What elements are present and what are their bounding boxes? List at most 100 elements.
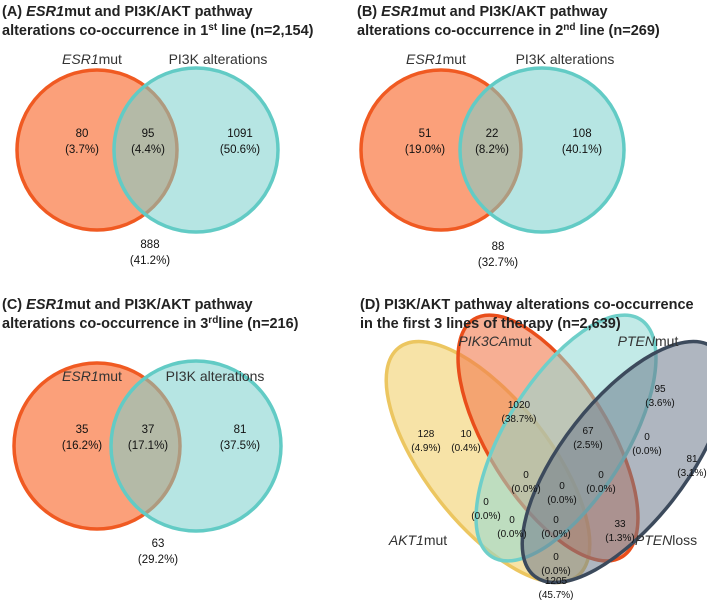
region-percent: (41.2%) bbox=[130, 255, 170, 267]
text-run: mut bbox=[655, 333, 678, 349]
rich-text: (C) ESR1mut and PI3K/AKT pathway bbox=[2, 297, 253, 313]
text-run: (A) bbox=[2, 4, 26, 20]
region-count: 88 bbox=[492, 241, 505, 253]
rich-text: (B) ESR1mut and PI3K/AKT pathway bbox=[357, 4, 608, 20]
text-run: alterations co-occurrence in 1 bbox=[2, 23, 208, 39]
set-label: ESR1mut bbox=[62, 368, 122, 384]
region-count: 128 bbox=[418, 429, 435, 440]
region-count: 95 bbox=[142, 128, 155, 140]
set-label: ESR1mut bbox=[62, 51, 122, 67]
region-count: 80 bbox=[76, 128, 89, 140]
region-percent: (37.5%) bbox=[220, 440, 260, 452]
region-count: 10 bbox=[460, 429, 472, 440]
text-run: PI3K alterations bbox=[169, 51, 268, 67]
region-count: 0 bbox=[559, 481, 565, 492]
text-run: rd bbox=[208, 315, 218, 326]
region-percent: (17.1%) bbox=[128, 440, 168, 452]
region-percent: (0.0%) bbox=[497, 529, 526, 540]
set-label: PI3K alterations bbox=[169, 51, 268, 67]
text-run: mut bbox=[508, 333, 531, 349]
region-percent: (45.7%) bbox=[538, 590, 573, 601]
region-count: 1020 bbox=[508, 400, 531, 411]
region-percent: (4.9%) bbox=[411, 443, 440, 454]
text-run: mut and PI3K/AKT pathway bbox=[64, 297, 253, 313]
text-run: ESR1 bbox=[26, 297, 64, 313]
region-percent: (19.0%) bbox=[405, 144, 445, 156]
region-percent: (38.7%) bbox=[501, 414, 536, 425]
text-run: mut bbox=[99, 368, 122, 384]
rich-text: alterations co-occurrence in 1st line (n… bbox=[2, 22, 314, 40]
text-run: st bbox=[208, 22, 218, 33]
set-ellipse bbox=[520, 339, 707, 585]
region-percent: (0.4%) bbox=[451, 443, 480, 454]
region-percent: (1.3%) bbox=[605, 533, 634, 544]
region-percent: (3.6%) bbox=[645, 398, 674, 409]
text-run: in the first 3 lines of therapy (n=2,639… bbox=[360, 316, 621, 332]
text-run: line (n=2,154) bbox=[217, 23, 313, 39]
region-count: 1091 bbox=[227, 128, 253, 140]
rich-text: alterations co-occurrence in 2nd line (n… bbox=[357, 22, 660, 40]
region-percent: (0.0%) bbox=[547, 495, 576, 506]
text-run: nd bbox=[563, 22, 575, 33]
region-count: 81 bbox=[234, 424, 247, 436]
set-label: PTENmut bbox=[618, 333, 679, 349]
text-run: PI3K alterations bbox=[516, 51, 615, 67]
text-run: PTEN bbox=[618, 333, 656, 349]
text-run: ESR1 bbox=[406, 51, 443, 67]
region-count: 0 bbox=[644, 432, 650, 443]
set-label: ESR1mut bbox=[406, 51, 466, 67]
region-percent: (8.2%) bbox=[475, 144, 509, 156]
region-count: 22 bbox=[486, 128, 499, 140]
text-run: mut bbox=[424, 532, 447, 548]
region-percent: (50.6%) bbox=[220, 144, 260, 156]
region-percent: (32.7%) bbox=[478, 257, 518, 269]
region-percent: (0.0%) bbox=[541, 566, 570, 577]
region-percent: (16.2%) bbox=[62, 440, 102, 452]
region-count: 1205 bbox=[545, 576, 568, 587]
region-count: 35 bbox=[76, 424, 89, 436]
text-run: (D) PI3K/AKT pathway alterations co-occu… bbox=[360, 297, 694, 313]
region-percent: (4.4%) bbox=[131, 144, 165, 156]
rich-text: (D) PI3K/AKT pathway alterations co-occu… bbox=[360, 297, 694, 313]
text-run: alterations co-occurrence in 3 bbox=[2, 316, 208, 332]
region-count: 67 bbox=[582, 426, 594, 437]
text-run: loss bbox=[672, 532, 697, 548]
text-run: line (n=269) bbox=[576, 23, 660, 39]
region-percent: (0.0%) bbox=[511, 484, 540, 495]
set-label: PTENloss bbox=[635, 532, 697, 548]
region-count: 888 bbox=[140, 239, 159, 251]
text-run: (C) bbox=[2, 297, 26, 313]
set-label: PI3K alterations bbox=[166, 368, 265, 384]
rich-text: in the first 3 lines of therapy (n=2,639… bbox=[360, 316, 621, 332]
region-count: 81 bbox=[686, 454, 698, 465]
region-percent: (3.1%) bbox=[677, 468, 706, 479]
region-count: 0 bbox=[553, 515, 559, 526]
region-percent: (2.5%) bbox=[573, 440, 602, 451]
rich-text: alterations co-occurrence in 3rdline (n=… bbox=[2, 315, 299, 333]
set-circle bbox=[458, 66, 626, 234]
region-count: 108 bbox=[572, 128, 591, 140]
text-run: ESR1 bbox=[62, 368, 99, 384]
region-percent: (3.7%) bbox=[65, 144, 99, 156]
text-run: mut bbox=[443, 51, 466, 67]
text-run: ESR1 bbox=[62, 51, 99, 67]
text-run: ESR1 bbox=[381, 4, 419, 20]
region-percent: (40.1%) bbox=[562, 144, 602, 156]
region-percent: (0.0%) bbox=[541, 529, 570, 540]
text-run: mut bbox=[99, 51, 122, 67]
text-run: mut and PI3K/AKT pathway bbox=[64, 4, 253, 20]
set-circle bbox=[109, 359, 283, 533]
text-run: (B) bbox=[357, 4, 381, 20]
set-label: AKT1mut bbox=[388, 532, 447, 548]
text-run: PIK3CA bbox=[458, 333, 508, 349]
region-percent: (0.0%) bbox=[632, 446, 661, 457]
set-label: PIK3CAmut bbox=[458, 333, 531, 349]
region-count: 0 bbox=[553, 552, 559, 563]
set-label: PI3K alterations bbox=[516, 51, 615, 67]
region-percent: (0.0%) bbox=[471, 511, 500, 522]
text-run: PTEN bbox=[635, 532, 673, 548]
region-count: 33 bbox=[614, 519, 626, 530]
rich-text: (A) ESR1mut and PI3K/AKT pathway bbox=[2, 4, 253, 20]
region-count: 0 bbox=[483, 497, 489, 508]
